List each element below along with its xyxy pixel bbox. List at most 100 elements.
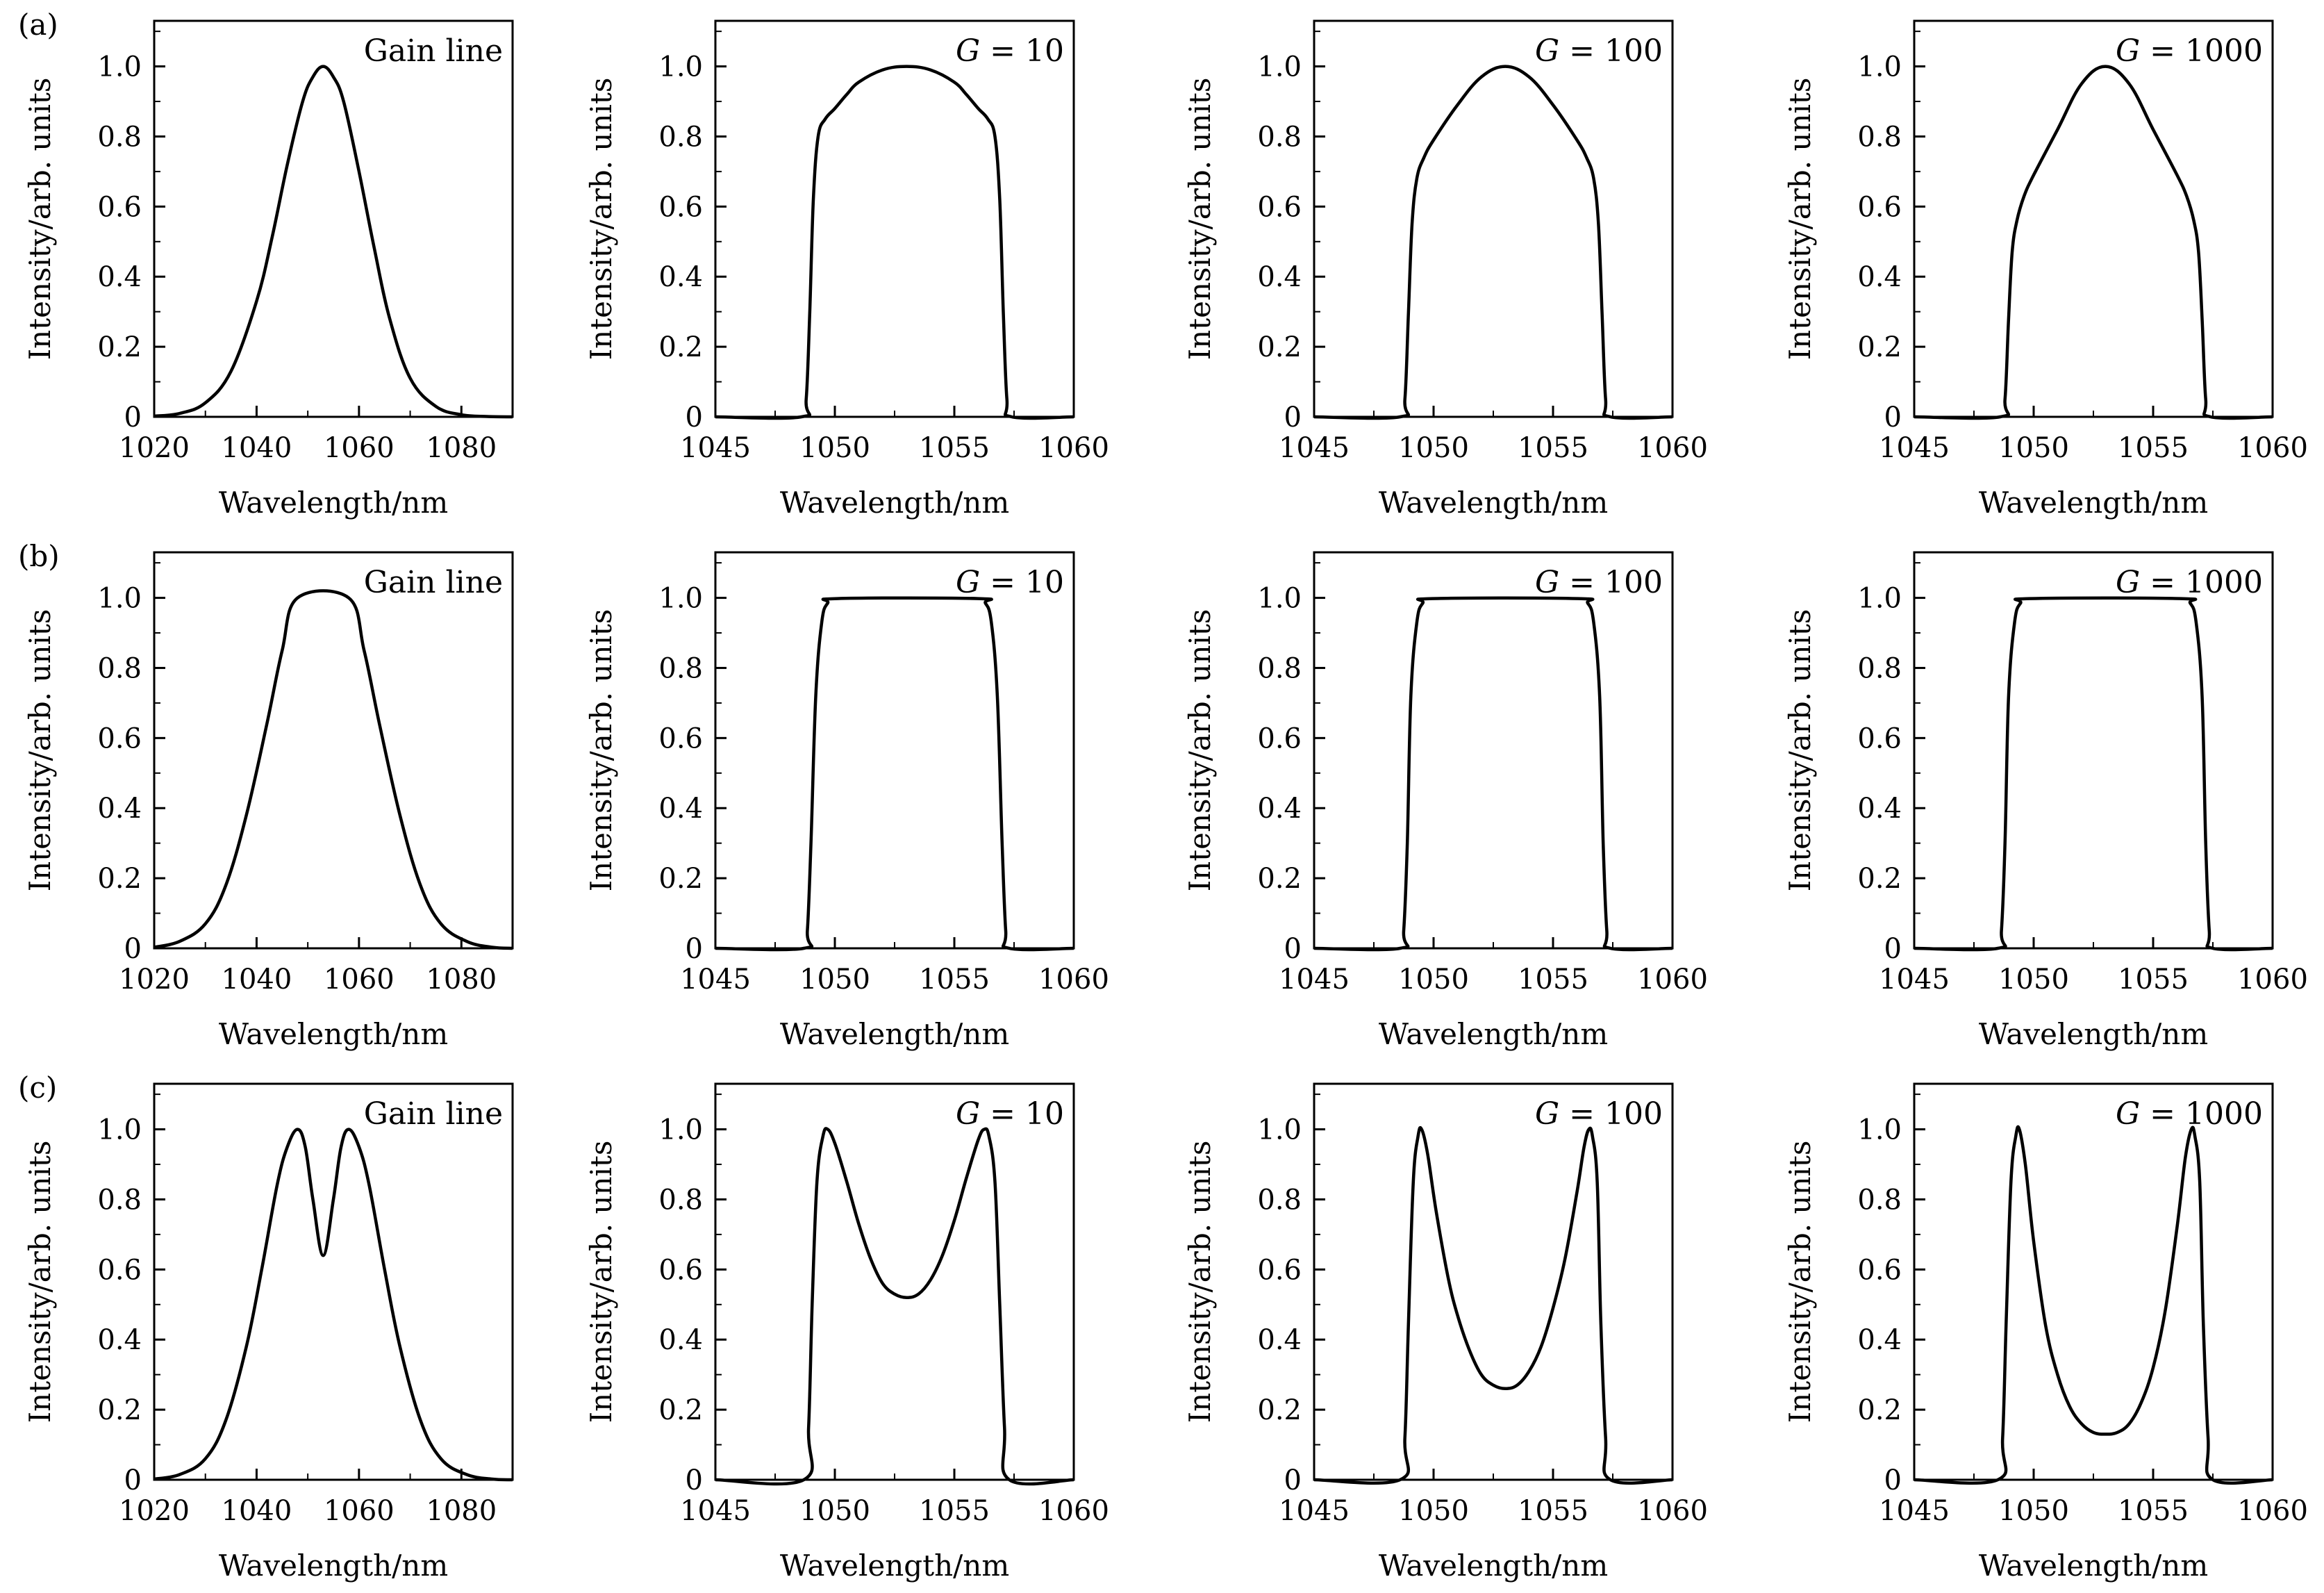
y-tick-label: 1.0 — [1857, 51, 1902, 83]
y-tick-label: 0.2 — [97, 331, 142, 363]
row-label-b: (b) — [18, 539, 60, 573]
x-tick-label: 1045 — [680, 1495, 751, 1527]
x-tick-label: 1060 — [1038, 964, 1109, 996]
x-tick-label: 1060 — [1038, 432, 1109, 464]
y-tick-label: 0 — [686, 402, 703, 434]
y-tick-label: 0.4 — [97, 1324, 142, 1356]
y-tick-label: 0.6 — [97, 191, 142, 223]
y-tick-label: 0.4 — [1257, 793, 1302, 825]
y-tick-label: 1.0 — [97, 1114, 142, 1146]
x-axis-title: Wavelength/nm — [219, 1549, 448, 1583]
y-tick-label: 1.0 — [1257, 1114, 1302, 1146]
x-tick-label: 1060 — [2237, 1495, 2308, 1527]
y-tick-label: 0.6 — [1257, 1254, 1302, 1286]
series-line-spectrum — [1914, 1125, 2273, 1485]
y-tick-label: 0.4 — [97, 793, 142, 825]
x-axis-title: Wavelength/nm — [1979, 1017, 2208, 1051]
x-axis-title: Wavelength/nm — [1379, 486, 1608, 520]
x-tick-label: 1055 — [1518, 432, 1588, 464]
panel-annotation: G = 10 — [956, 33, 1064, 69]
panel-r3-c1: 1020 1040 1060 1080 0 0.2 0.4 0.6 0.8 1.0 Waveleng… — [23, 1082, 514, 1583]
x-tick-label: 1020 — [119, 1495, 190, 1527]
x-tick-label: 1050 — [799, 1495, 870, 1527]
y-tick-label: 0.2 — [658, 863, 703, 895]
y-tick-label: 0 — [686, 933, 703, 965]
x-tick-label: 1055 — [2118, 1495, 2189, 1527]
x-tick-label: 1060 — [324, 1495, 395, 1527]
panel-annotation: G = 10 — [956, 565, 1064, 600]
panel-r3-c3: 1045 1050 1055 1060 0 0.2 0.4 0.6 0.8 1.0 Waveleng… — [1183, 1082, 1708, 1583]
y-tick-label: 0.2 — [97, 863, 142, 895]
y-axis-title: Intensity/arb. units — [584, 78, 618, 361]
y-tick-label: 0 — [1284, 402, 1302, 434]
x-tick-label: 1060 — [1038, 1495, 1109, 1527]
x-axis-title: Wavelength/nm — [1979, 486, 2208, 520]
x-tick-label: 1060 — [324, 964, 395, 996]
x-tick-label: 1040 — [222, 964, 292, 996]
y-tick-label: 0.8 — [1257, 1184, 1302, 1216]
plot-frame — [1313, 1082, 1674, 1481]
y-tick-label: 0.6 — [97, 723, 142, 754]
y-tick-label: 0.6 — [1257, 191, 1302, 223]
x-tick-label: 1080 — [426, 1495, 497, 1527]
x-tick-label: 1050 — [799, 432, 870, 464]
series-line-spectrum — [1914, 65, 2273, 420]
panel-annotation: Gain line — [364, 565, 503, 600]
y-tick-label: 0.8 — [658, 652, 703, 684]
y-axis-title: Intensity/arb. units — [23, 609, 57, 892]
y-axis-title: Intensity/arb. units — [1783, 1141, 1817, 1423]
x-axis-title: Wavelength/nm — [780, 486, 1009, 520]
y-tick-label: 0 — [1884, 402, 1902, 434]
y-tick-label: 0.6 — [1257, 723, 1302, 754]
y-tick-label: 0 — [1884, 1464, 1902, 1496]
plot-frame — [714, 19, 1075, 418]
panel-r2-c4: 1045 1050 1055 1060 0 0.2 0.4 0.6 0.8 1.0 Waveleng… — [1783, 551, 2308, 1051]
x-tick-label: 1045 — [1879, 964, 1950, 996]
series-line-spectrum — [715, 1127, 1074, 1486]
y-axis-title: Intensity/arb. units — [584, 1141, 618, 1423]
panel-r3-c4: 1045 1050 1055 1060 0 0.2 0.4 0.6 0.8 1.0 Waveleng… — [1783, 1082, 2308, 1583]
x-axis-title: Wavelength/nm — [219, 486, 448, 520]
panel-annotation: G = 100 — [1535, 33, 1663, 69]
y-tick-label: 0 — [1284, 933, 1302, 965]
plot-frame — [1313, 19, 1674, 418]
x-tick-label: 1060 — [1637, 432, 1708, 464]
y-tick-label: 0.2 — [1857, 331, 1902, 363]
x-tick-label: 1045 — [1879, 432, 1950, 464]
panel-r1-c3: 1045 1050 1055 1060 0 0.2 0.4 0.6 0.8 1.0 Waveleng… — [1183, 19, 1708, 520]
x-tick-label: 1045 — [1279, 964, 1350, 996]
y-tick-label: 0.4 — [1257, 261, 1302, 293]
x-tick-label: 1020 — [119, 964, 190, 996]
y-tick-label: 0.4 — [1257, 1324, 1302, 1356]
panel-r2-c2: 1045 1050 1055 1060 0 0.2 0.4 0.6 0.8 1.0 Waveleng… — [584, 551, 1109, 1051]
x-tick-label: 1045 — [1879, 1495, 1950, 1527]
x-tick-label: 1020 — [119, 432, 190, 464]
x-axis-title: Wavelength/nm — [780, 1017, 1009, 1051]
x-tick-label: 1050 — [1998, 1495, 2069, 1527]
y-tick-label: 0.2 — [97, 1394, 142, 1426]
y-tick-label: 0.2 — [1857, 863, 1902, 895]
y-tick-label: 1.0 — [1257, 51, 1302, 83]
x-tick-label: 1050 — [1998, 964, 2069, 996]
x-tick-label: 1060 — [1637, 964, 1708, 996]
y-tick-label: 0.4 — [658, 1324, 703, 1356]
y-tick-label: 0.6 — [658, 723, 703, 754]
y-tick-label: 0.2 — [1257, 331, 1302, 363]
y-tick-label: 0.8 — [97, 652, 142, 684]
plot-frame — [714, 1082, 1075, 1481]
y-tick-label: 1.0 — [658, 51, 703, 83]
x-axis-title: Wavelength/nm — [1979, 1549, 2208, 1583]
series-line-spectrum — [715, 65, 1074, 420]
plot-frame — [153, 1082, 514, 1481]
y-axis-title: Intensity/arb. units — [1183, 1141, 1217, 1423]
panel-r1-c4: 1045 1050 1055 1060 0 0.2 0.4 0.6 0.8 1.0 Waveleng… — [1783, 19, 2308, 520]
series-line-spectrum — [153, 589, 513, 950]
panel-annotation: G = 10 — [956, 1096, 1064, 1132]
row-label-a: (a) — [18, 8, 58, 42]
x-tick-label: 1060 — [2237, 964, 2308, 996]
row-label-c: (c) — [18, 1071, 57, 1105]
y-tick-label: 0.4 — [658, 793, 703, 825]
x-tick-label: 1055 — [1518, 1495, 1588, 1527]
y-tick-label: 0.8 — [97, 121, 142, 153]
